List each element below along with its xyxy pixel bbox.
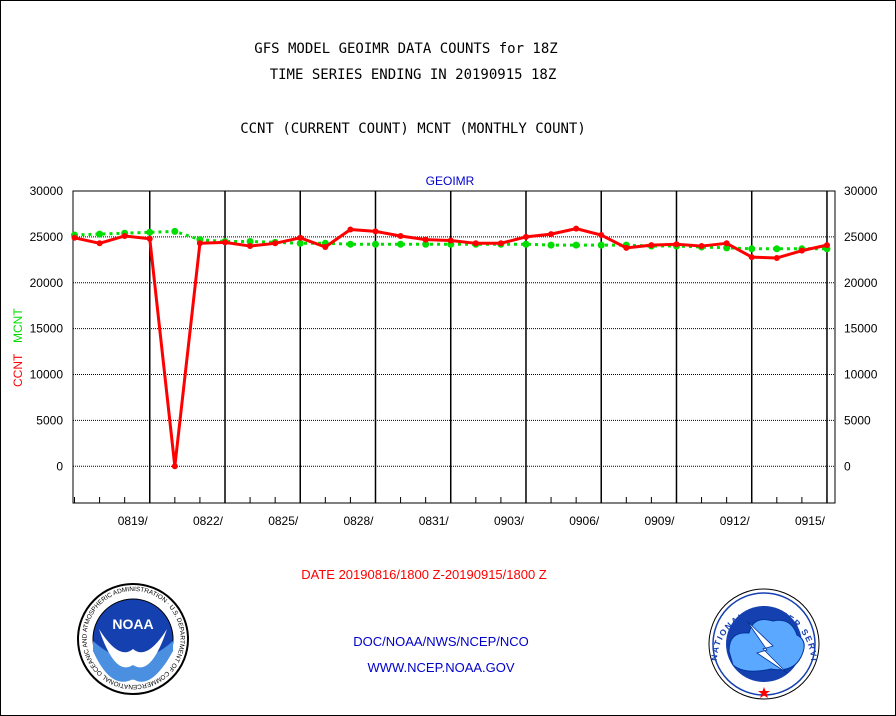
- mcnt-point: [597, 241, 605, 249]
- ccnt-point: [422, 236, 429, 243]
- ccnt-point: [447, 237, 454, 244]
- y-tick-labels-right: 30000 25000 20000 15000 10000 5000 0: [844, 184, 878, 473]
- x-tick-labels: 0819/0822/0825/0828/0831/0903/0906/0909/…: [118, 514, 826, 528]
- y-tick-label-right: 0: [844, 459, 851, 473]
- ccnt-point: [221, 239, 228, 246]
- mcnt-point: [371, 240, 379, 248]
- mcnt-point: [296, 239, 304, 247]
- chart-title-line2: TIME SERIES ENDING IN 20190915 18Z: [270, 67, 557, 83]
- mcnt-point: [723, 244, 731, 252]
- mcnt-point: [146, 228, 154, 236]
- x-tick-label: 0903/: [494, 514, 525, 528]
- y-tick-label-right: 5000: [844, 413, 871, 427]
- x-tick-label: 0831/: [419, 514, 450, 528]
- ccnt-point: [196, 240, 203, 247]
- gull-icon: [99, 629, 167, 668]
- x-tick-label: 0909/: [644, 514, 675, 528]
- y-tick-label-left: 0: [56, 459, 63, 473]
- mcnt-point: [397, 240, 405, 248]
- ccnt-point: [121, 232, 128, 239]
- y-axis-label: CCNT MCNT: [11, 308, 25, 387]
- ccnt-point: [673, 241, 680, 248]
- ccnt-point: [372, 228, 379, 235]
- x-tick-label: 0828/: [343, 514, 374, 528]
- ccnt-point: [548, 231, 555, 238]
- ccnt-point: [297, 234, 304, 241]
- mcnt-point: [522, 240, 530, 248]
- y-tick-label-left: 15000: [30, 322, 64, 336]
- ccnt-point: [397, 232, 404, 239]
- x-tick-label: 0912/: [720, 514, 751, 528]
- ccnt-point: [497, 240, 504, 247]
- x-tick-label: 0822/: [193, 514, 224, 528]
- ccnt-point: [146, 235, 153, 242]
- y-label-ccnt: CCNT: [11, 353, 25, 387]
- ccnt-point: [472, 240, 479, 247]
- y-tick-label-right: 10000: [844, 368, 878, 382]
- mcnt-point: [748, 245, 756, 253]
- mcnt-point: [346, 240, 354, 248]
- mcnt-point: [422, 240, 430, 248]
- ccnt-point: [71, 234, 78, 241]
- ccnt-point: [823, 242, 830, 249]
- plot-area: [71, 190, 836, 504]
- ccnt-point: [723, 240, 730, 247]
- ccnt-point: [272, 240, 279, 247]
- series-ccnt: [71, 225, 830, 470]
- lightning-icon: [746, 620, 788, 674]
- chart-subtitle: CCNT (CURRENT COUNT) MCNT (MONTHLY COUNT…: [240, 121, 586, 137]
- y-tick-label-right: 20000: [844, 276, 878, 290]
- mcnt-point: [246, 237, 254, 245]
- ccnt-point: [322, 243, 329, 250]
- plot-title: GEOIMR: [426, 174, 475, 188]
- ccnt-point: [773, 254, 780, 261]
- mcnt-point: [547, 241, 555, 249]
- x-axis-label-date-range: DATE 20190816/1800 Z-20190915/1800 Z: [301, 567, 547, 582]
- x-tick-label: 0915/: [795, 514, 826, 528]
- series-mcnt: [71, 227, 831, 253]
- y-tick-label-right: 15000: [844, 322, 878, 336]
- ccnt-point: [573, 225, 580, 232]
- y-tick-label-right: 30000: [844, 184, 878, 198]
- mcnt-point: [96, 230, 104, 238]
- ccnt-point: [798, 247, 805, 254]
- minor-ticks: [74, 497, 828, 503]
- y-label-mcnt: MCNT: [11, 308, 25, 343]
- noaa-logo-text: NOAA: [112, 616, 153, 632]
- y-tick-label-right: 25000: [844, 230, 878, 244]
- x-tick-label: 0906/: [569, 514, 600, 528]
- ccnt-point: [623, 244, 630, 251]
- mcnt-point: [572, 241, 580, 249]
- ccnt-point: [522, 233, 529, 240]
- ccnt-point: [247, 243, 254, 250]
- ccnt-point: [748, 254, 755, 261]
- ccnt-point: [171, 463, 178, 470]
- star-icon: [758, 687, 770, 698]
- ccnt-point: [96, 240, 103, 247]
- ccnt-point: [347, 226, 354, 233]
- ccnt-point: [598, 232, 605, 239]
- y-tick-labels-left: 30000 25000 20000 15000 10000 5000 0: [30, 184, 64, 473]
- y-tick-label-left: 10000: [30, 368, 64, 382]
- chart-title-line1: GFS MODEL GEOIMR DATA COUNTS for 18Z: [254, 41, 557, 57]
- ccnt-point: [648, 242, 655, 249]
- y-tick-label-left: 5000: [36, 413, 63, 427]
- x-tick-label: 0825/: [268, 514, 299, 528]
- y-tick-label-left: 30000: [30, 184, 64, 198]
- footer-url-line[interactable]: WWW.NCEP.NOAA.GOV: [367, 660, 514, 675]
- mcnt-point: [171, 227, 179, 235]
- ccnt-point: [698, 243, 705, 250]
- y-tick-label-left: 25000: [30, 230, 64, 244]
- y-tick-label-left: 20000: [30, 276, 64, 290]
- mcnt-point: [773, 245, 781, 253]
- x-tick-label: 0819/: [118, 514, 149, 528]
- footer-org-line: DOC/NOAA/NWS/NCEP/NCO: [353, 634, 529, 649]
